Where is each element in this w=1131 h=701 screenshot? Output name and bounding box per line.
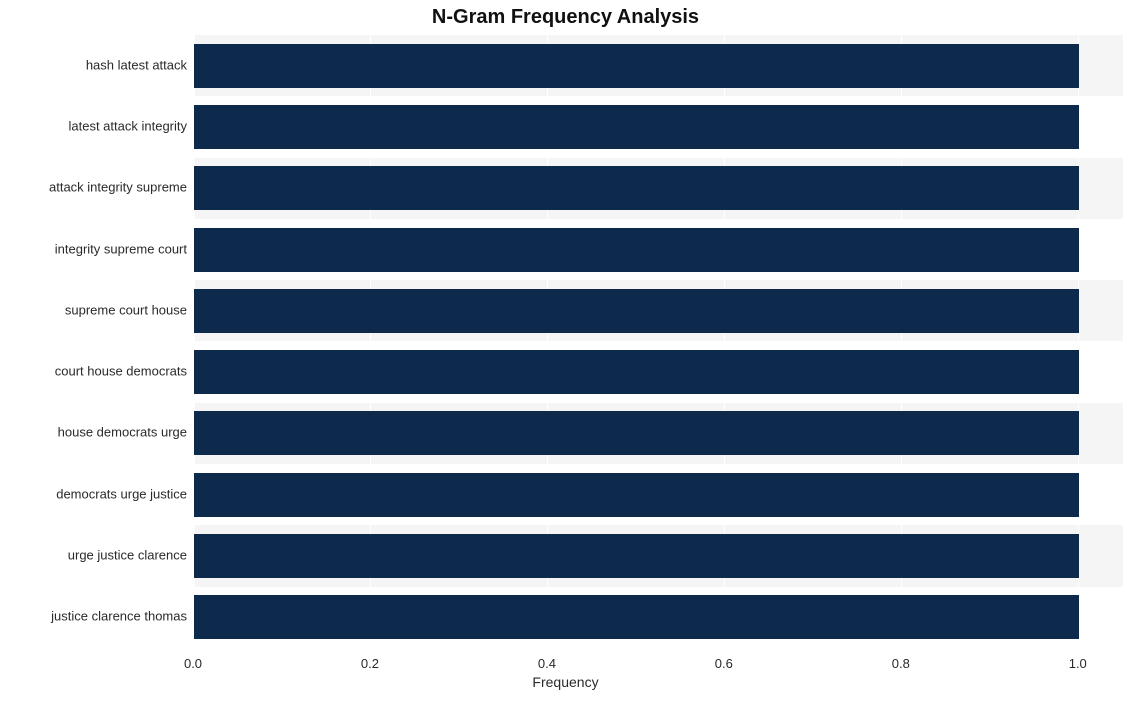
y-tick-label: justice clarence thomas <box>0 609 187 624</box>
plot-area <box>193 34 1124 649</box>
y-tick-label: urge justice clarence <box>0 548 187 563</box>
ngram-frequency-chart: N-Gram Frequency Analysis 0.0 0.2 0.4 0.6 0.… <box>0 0 1131 701</box>
x-tick-label: 0.8 <box>892 656 910 671</box>
bar <box>194 166 1079 210</box>
x-axis-label: Frequency <box>0 674 1131 690</box>
x-tick-label: 0.6 <box>715 656 733 671</box>
bar <box>194 44 1079 88</box>
bar <box>194 105 1079 149</box>
y-tick-label: house democrats urge <box>0 425 187 440</box>
bar <box>194 595 1079 639</box>
bar <box>194 473 1079 517</box>
bar <box>194 411 1079 455</box>
x-tick-label: 0.4 <box>538 656 556 671</box>
bar <box>194 228 1079 272</box>
y-tick-label: attack integrity supreme <box>0 180 187 195</box>
y-tick-label: democrats urge justice <box>0 486 187 501</box>
bar <box>194 350 1079 394</box>
y-tick-label: hash latest attack <box>0 57 187 72</box>
x-tick-label: 1.0 <box>1069 656 1087 671</box>
bar <box>194 534 1079 578</box>
y-tick-label: latest attack integrity <box>0 118 187 133</box>
y-tick-label: court house democrats <box>0 364 187 379</box>
y-tick-label: integrity supreme court <box>0 241 187 256</box>
bar <box>194 289 1079 333</box>
y-tick-label: supreme court house <box>0 302 187 317</box>
x-tick-label: 0.2 <box>361 656 379 671</box>
x-tick-label: 0.0 <box>184 656 202 671</box>
chart-title: N-Gram Frequency Analysis <box>0 6 1131 29</box>
